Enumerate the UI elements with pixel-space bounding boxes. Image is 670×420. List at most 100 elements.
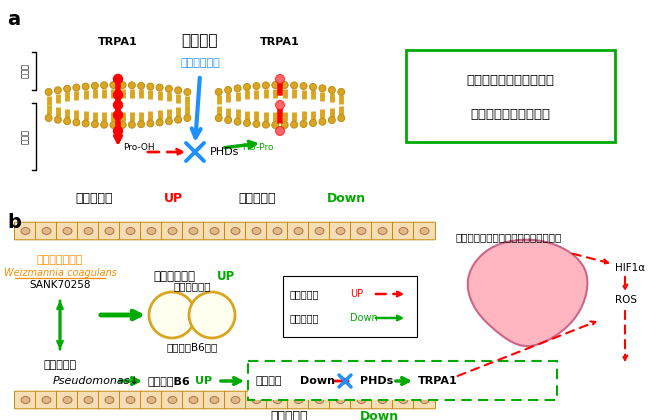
Text: シュウ酸: シュウ酸 [182,33,218,48]
Text: 細胞外: 細胞外 [21,63,30,79]
FancyBboxPatch shape [308,391,330,409]
Ellipse shape [252,228,261,234]
Circle shape [189,292,235,338]
Circle shape [54,87,62,94]
Circle shape [224,117,232,123]
FancyBboxPatch shape [287,391,310,409]
Circle shape [338,115,345,122]
Ellipse shape [357,228,366,234]
Ellipse shape [420,396,429,404]
Circle shape [156,119,163,126]
Text: Pro-OH: Pro-OH [123,143,155,152]
FancyBboxPatch shape [182,222,204,240]
Text: UP: UP [217,270,235,283]
Ellipse shape [42,228,51,234]
Circle shape [129,121,135,128]
Circle shape [328,117,336,123]
Ellipse shape [273,228,282,234]
Circle shape [234,118,241,125]
FancyBboxPatch shape [245,391,267,409]
FancyBboxPatch shape [119,222,141,240]
Circle shape [281,81,288,89]
Ellipse shape [21,396,30,404]
Ellipse shape [378,396,387,404]
Circle shape [272,121,279,129]
Ellipse shape [294,396,303,404]
Ellipse shape [252,396,261,404]
Ellipse shape [105,396,114,404]
Circle shape [253,121,260,128]
Text: PHDs: PHDs [210,147,239,157]
Ellipse shape [378,228,387,234]
Circle shape [91,82,98,89]
Circle shape [263,121,269,128]
Text: TRPA1: TRPA1 [98,37,138,47]
Circle shape [137,121,145,128]
FancyBboxPatch shape [204,391,226,409]
Text: TRPA1: TRPA1 [260,37,300,47]
Circle shape [310,120,316,126]
Ellipse shape [231,396,240,404]
Circle shape [82,120,89,127]
Ellipse shape [420,228,429,234]
Circle shape [45,115,52,121]
Text: ビタミンB6代謝: ビタミンB6代謝 [166,342,218,352]
Circle shape [113,100,123,110]
FancyBboxPatch shape [141,391,163,409]
Ellipse shape [42,396,51,404]
FancyBboxPatch shape [36,222,58,240]
Circle shape [215,115,222,122]
Circle shape [113,110,123,120]
Circle shape [113,90,123,100]
FancyBboxPatch shape [393,391,415,409]
Text: Down: Down [360,410,399,420]
Text: Down: Down [327,192,366,205]
Text: ROS: ROS [615,295,637,305]
Circle shape [54,116,62,123]
Circle shape [100,82,108,89]
Text: 寒冷感受性: 寒冷感受性 [290,289,320,299]
FancyBboxPatch shape [393,222,415,240]
FancyBboxPatch shape [248,361,557,400]
Text: SANK70258: SANK70258 [29,280,90,290]
Circle shape [165,85,172,92]
Circle shape [338,88,345,95]
FancyBboxPatch shape [413,222,436,240]
Text: Weizmannia coagulans: Weizmannia coagulans [3,268,117,278]
Text: マンニトール: マンニトール [153,270,195,283]
Circle shape [275,100,285,110]
FancyBboxPatch shape [161,391,184,409]
Circle shape [119,81,126,89]
FancyBboxPatch shape [371,222,393,240]
Circle shape [310,84,316,90]
FancyBboxPatch shape [287,222,310,240]
Ellipse shape [189,396,198,404]
FancyBboxPatch shape [267,391,289,409]
Circle shape [64,85,70,92]
Circle shape [253,82,260,89]
Circle shape [243,84,251,90]
Text: 寒冷感受性: 寒冷感受性 [75,192,113,205]
Circle shape [137,82,145,89]
Text: UP: UP [164,192,183,205]
Text: 腸内細菌叢: 腸内細菌叢 [44,360,76,370]
Circle shape [215,88,222,95]
FancyBboxPatch shape [56,222,78,240]
Ellipse shape [315,396,324,404]
Ellipse shape [84,228,93,234]
Circle shape [73,119,80,126]
Text: TRPA1: TRPA1 [418,376,458,386]
Circle shape [64,118,70,125]
Ellipse shape [147,396,156,404]
Circle shape [272,81,279,89]
Circle shape [328,87,336,93]
FancyBboxPatch shape [406,50,615,142]
Ellipse shape [21,228,30,234]
Text: 細胞内: 細胞内 [21,129,30,144]
Ellipse shape [399,396,408,404]
Text: b: b [7,213,21,232]
Circle shape [263,82,269,89]
Circle shape [113,74,123,84]
Circle shape [234,85,241,92]
FancyBboxPatch shape [350,391,373,409]
